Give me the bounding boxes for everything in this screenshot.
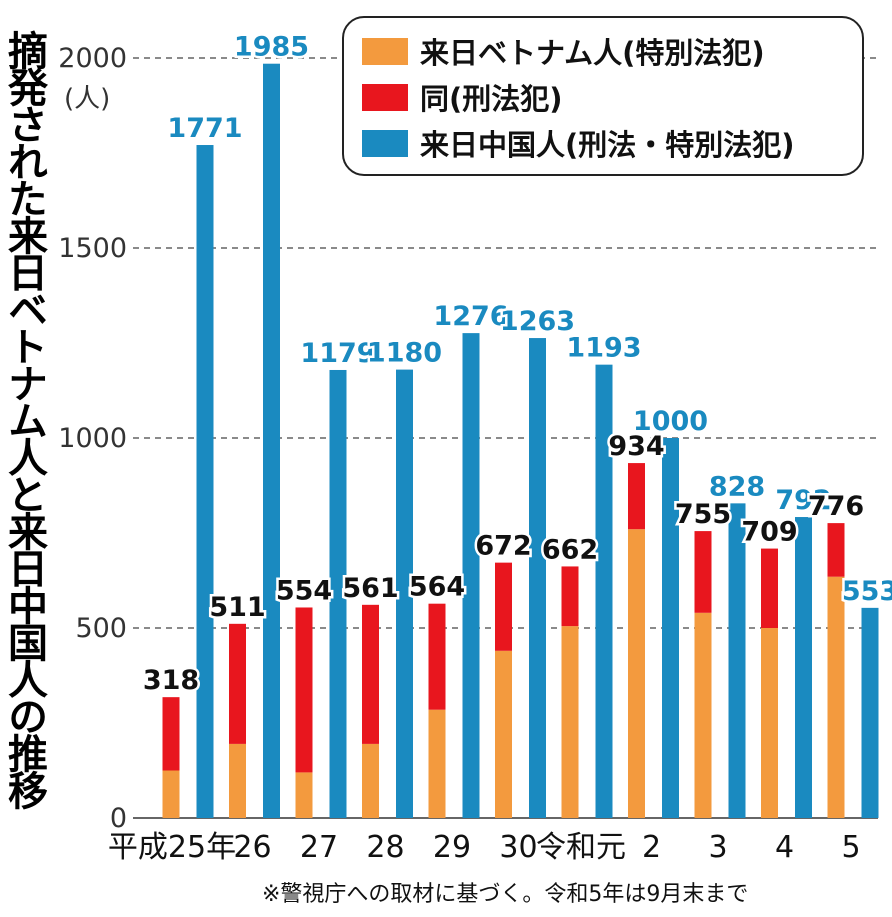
x-tick-label: 27 xyxy=(300,830,338,865)
value-label-china: 1193 xyxy=(566,333,641,364)
y-tick-label: 1000 xyxy=(58,423,127,454)
x-tick-label: 26 xyxy=(233,830,271,865)
footnote: ※警視庁への取材に基づく。令和5年は9月末まで xyxy=(262,882,749,907)
bar-vietnam-special xyxy=(561,626,579,818)
bar-vietnam-penal xyxy=(362,604,379,744)
x-tick-label: 30 xyxy=(499,830,537,865)
value-label-vietnam: 662 xyxy=(542,534,598,565)
bar-vietnam-special xyxy=(761,628,778,818)
value-label-vietnam: 776 xyxy=(808,491,864,522)
bar-china xyxy=(196,145,214,818)
bar-china xyxy=(662,438,679,818)
legend-label: 来日ベトナム人(特別法犯) xyxy=(420,36,765,70)
value-label-vietnam: 755 xyxy=(675,499,731,530)
legend-item-vietnam-special: 来日ベトナム人(特別法犯) xyxy=(362,28,862,74)
legend-swatch xyxy=(362,83,408,111)
bar-vietnam-penal xyxy=(428,603,446,710)
value-label-china: 792 xyxy=(775,485,831,516)
bar-vietnam-special xyxy=(428,709,446,818)
value-label-china: 828 xyxy=(709,471,765,502)
bar-vietnam-special xyxy=(827,576,845,818)
y-tick-label: 2000 xyxy=(58,43,127,74)
x-tick-label: 令和元 xyxy=(536,830,626,865)
x-tick-label: 28 xyxy=(366,830,404,865)
value-label-vietnam: 561 xyxy=(342,573,398,604)
value-labels: 318 1771 511 1985 554 1179 561 1180 564 1276 672 12… xyxy=(140,29,892,698)
bar-vietnam-special xyxy=(295,772,313,818)
x-tick-label: 4 xyxy=(775,830,794,865)
y-axis-ticks: 0 500 1000 1500 2000 xyxy=(58,43,127,834)
x-tick-label: 5 xyxy=(841,830,860,865)
value-label-vietnam: 934 xyxy=(608,431,664,462)
value-label-china: 553 xyxy=(842,576,892,607)
bar-vietnam-penal xyxy=(761,548,778,628)
legend-label: 来日中国人(刑法・特別法犯) xyxy=(420,128,795,162)
value-label-china: 1985 xyxy=(234,32,309,63)
bar-vietnam-penal xyxy=(561,566,579,627)
value-label-china: 1771 xyxy=(167,113,242,144)
bar-vietnam-penal xyxy=(694,531,712,613)
bar-vietnam-special xyxy=(362,743,379,818)
x-tick-label: 3 xyxy=(708,830,727,865)
y-tick-label: 500 xyxy=(75,613,127,644)
legend-swatch xyxy=(362,129,408,157)
value-label-china: 1180 xyxy=(367,338,442,369)
legend-item-vietnam-penal: 同(刑法犯) xyxy=(362,74,862,120)
legend-swatch xyxy=(362,37,408,65)
bar-vietnam-special xyxy=(694,612,712,818)
value-label-china: 1179 xyxy=(300,338,375,369)
bar-china xyxy=(795,517,812,818)
bar-vietnam-special xyxy=(495,650,512,818)
y-axis-unit: (人) xyxy=(64,84,111,114)
bar-vietnam-penal xyxy=(162,697,180,771)
value-label-china: 1000 xyxy=(633,406,708,437)
bar-vietnam-penal xyxy=(295,607,313,773)
value-label-china: 1276 xyxy=(433,301,508,332)
bar-china xyxy=(728,503,746,818)
x-tick-label: 平成25年 xyxy=(108,830,236,865)
value-label-vietnam: 554 xyxy=(276,575,332,606)
bar-vietnam-penal xyxy=(495,562,512,651)
bar-china xyxy=(263,63,280,818)
value-label-vietnam: 709 xyxy=(741,517,797,548)
chart-title: 摘発された来日ベトナム人と来日中国人の推移 xyxy=(1,30,47,807)
legend-label: 同(刑法犯) xyxy=(420,82,563,116)
bar-vietnam-special xyxy=(162,770,180,818)
bar-vietnam-special xyxy=(628,529,645,818)
bar-china xyxy=(462,333,480,818)
y-tick-label: 1500 xyxy=(58,233,127,264)
x-tick-label: 2 xyxy=(642,830,661,865)
bars xyxy=(162,63,879,818)
bar-china xyxy=(329,369,347,818)
y-tick-label: 0 xyxy=(110,803,127,834)
bar-vietnam-special xyxy=(229,743,246,818)
value-label-vietnam: 511 xyxy=(209,592,265,623)
bar-china xyxy=(861,607,879,818)
bar-vietnam-penal xyxy=(827,523,845,577)
bar-china xyxy=(529,338,546,818)
x-tick-label: 29 xyxy=(433,830,471,865)
bar-vietnam-penal xyxy=(628,463,645,530)
bar-vietnam-penal xyxy=(229,623,246,744)
value-label-vietnam: 318 xyxy=(143,665,199,696)
bar-china xyxy=(595,364,613,818)
value-label-china: 1263 xyxy=(500,306,575,337)
legend-item-china: 来日中国人(刑法・特別法犯) xyxy=(362,120,862,166)
bar-china xyxy=(396,369,413,818)
legend: 来日ベトナム人(特別法犯) 同(刑法犯) 来日中国人(刑法・特別法犯) xyxy=(342,16,864,176)
value-label-vietnam: 564 xyxy=(409,572,465,603)
value-label-vietnam: 672 xyxy=(475,531,531,562)
